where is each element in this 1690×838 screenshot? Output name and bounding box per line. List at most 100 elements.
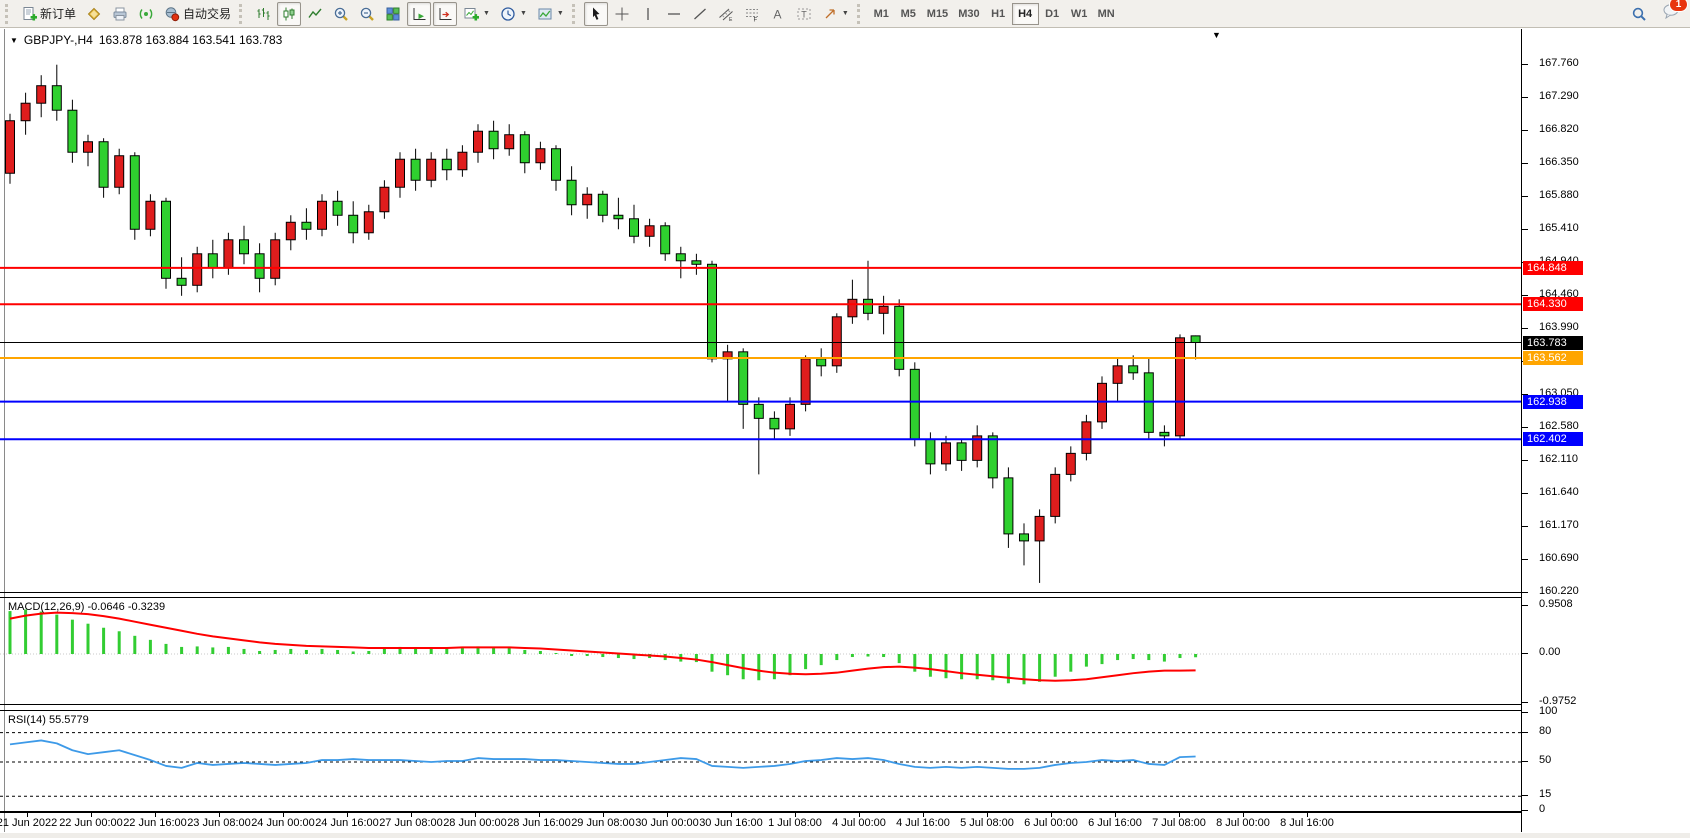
chart-window-button[interactable] — [82, 2, 106, 26]
templates-button[interactable]: ▼ — [533, 2, 568, 26]
clock-icon — [501, 6, 515, 21]
toolbar-grip[interactable] — [239, 3, 245, 24]
tile-windows-button[interactable] — [381, 2, 405, 26]
toolbar-grip[interactable] — [5, 3, 11, 24]
tab-timeframe-mn[interactable]: MN — [1093, 3, 1120, 25]
x-axis-tickmark — [923, 813, 924, 817]
x-axis-label: 1 Jul 08:00 — [768, 817, 822, 829]
y-axis-tick: 160.690 — [1539, 552, 1579, 564]
y-axis-tickmark — [1522, 163, 1528, 164]
y-axis-tick: 161.170 — [1539, 519, 1579, 531]
tab-timeframe-m5[interactable]: M5 — [895, 3, 922, 25]
x-axis-label: 23 Jun 08:00 — [187, 817, 251, 829]
x-axis-tickmark — [27, 813, 28, 817]
toolbar-grip[interactable] — [571, 3, 578, 24]
macd-axis-tickmark — [1522, 653, 1528, 654]
price-line-label: 163.783 — [1523, 335, 1583, 350]
x-axis-label: 4 Jul 16:00 — [896, 817, 950, 829]
tab-timeframe-w1[interactable]: W1 — [1066, 3, 1093, 25]
new-order-button[interactable]: 新订单 — [17, 2, 80, 26]
tab-timeframe-m1[interactable]: M1 — [868, 3, 895, 25]
y-axis-tick: 161.640 — [1539, 486, 1579, 498]
rsi-label: RSI(14) 55.5779 — [8, 714, 89, 726]
auto-trading-label: 自动交易 — [183, 7, 232, 21]
signals-button[interactable] — [134, 2, 158, 26]
text-label-button[interactable]: T — [792, 2, 816, 26]
chart-shift-icon — [439, 7, 452, 20]
fibonacci-button[interactable]: F — [740, 2, 764, 26]
search-button[interactable] — [1627, 2, 1651, 26]
candlestick-chart-button[interactable] — [277, 1, 302, 26]
x-axis-label: 21 Jun 2022 — [0, 817, 58, 829]
price-line-label: 162.402 — [1523, 432, 1583, 447]
x-axis-label: 8 Jul 00:00 — [1216, 817, 1270, 829]
trendline-button[interactable] — [688, 2, 712, 26]
toolbar: 新订单 — [0, 0, 1690, 28]
print-button[interactable] — [108, 2, 132, 26]
chart-legend: ▼ GBPJPY-,H4 163.878 163.884 163.541 163… — [10, 33, 282, 47]
printer-icon — [113, 7, 127, 20]
auto-scroll-icon — [413, 7, 426, 20]
chat-button[interactable]: 1 — [1662, 0, 1688, 24]
tab-timeframe-m30[interactable]: M30 — [953, 3, 984, 25]
tile-windows-icon — [386, 7, 400, 21]
x-axis-tickmark — [1115, 813, 1116, 817]
crosshair-button[interactable] — [610, 2, 634, 26]
equidistant-channel-button[interactable]: E — [714, 2, 738, 26]
auto-trading-button[interactable]: 自动交易 — [160, 2, 235, 26]
x-axis-tickmark — [1243, 813, 1244, 817]
horizontal-line-button[interactable] — [662, 2, 686, 26]
tab-timeframe-m15[interactable]: M15 — [922, 3, 953, 25]
chart-shift-marker-icon[interactable]: ▼ — [1212, 30, 1221, 40]
template-icon — [538, 8, 552, 19]
y-axis-tickmark — [1522, 196, 1528, 197]
symbol-dropdown-icon[interactable]: ▼ — [10, 35, 18, 45]
chart-ohlc-values: 163.878 163.884 163.541 163.783 — [98, 33, 283, 47]
auto-scroll-button[interactable] — [407, 1, 432, 26]
dropdown-caret-icon: ▼ — [556, 10, 564, 17]
rsi-pane[interactable] — [0, 710, 1521, 812]
vertical-line-button[interactable] — [636, 2, 660, 26]
signal-icon — [139, 8, 153, 19]
new-order-label: 新订单 — [40, 7, 77, 21]
crosshair-icon — [615, 7, 629, 20]
y-axis-tickmark — [1522, 64, 1528, 65]
rsi-axis-tick: 50 — [1539, 754, 1552, 766]
x-axis-tickmark — [539, 813, 540, 817]
x-axis-tickmark — [1051, 813, 1052, 817]
periodicity-button[interactable]: ▼ — [496, 2, 531, 26]
main-chart-pane[interactable] — [0, 29, 1521, 593]
zoom-in-button[interactable] — [329, 2, 353, 26]
bar-chart-button[interactable] — [251, 2, 275, 26]
new-chart-button[interactable]: ▼ — [459, 2, 494, 26]
line-chart-button[interactable] — [303, 2, 327, 26]
rsi-axis-tick: 0 — [1539, 803, 1546, 815]
tab-timeframe-h4[interactable]: H4 — [1011, 2, 1039, 25]
x-axis-label: 24 Jun 16:00 — [315, 817, 379, 829]
line-chart-icon — [308, 8, 322, 18]
time-axis[interactable]: 21 Jun 2022 22 Jun 00:00 22 Jun 16:00 23 Ju… — [0, 812, 1521, 833]
x-axis-label: 6 Jul 00:00 — [1024, 817, 1078, 829]
cursor-button[interactable] — [583, 1, 608, 26]
tab-timeframe-h1[interactable]: H1 — [985, 3, 1012, 25]
chart-shift-button[interactable] — [433, 1, 458, 26]
text-label-icon: T — [797, 8, 811, 19]
x-axis-label: 22 Jun 00:00 — [59, 817, 123, 829]
zoom-out-button[interactable] — [355, 2, 379, 26]
arrows-button[interactable]: ▼ — [818, 2, 853, 26]
text-button[interactable]: A — [766, 2, 790, 26]
tab-timeframe-d1[interactable]: D1 — [1039, 3, 1066, 25]
x-axis-tickmark — [987, 813, 988, 817]
y-axis-tick: 162.110 — [1539, 453, 1578, 465]
y-axis-tick: 162.580 — [1539, 420, 1579, 432]
macd-axis-tick: 0.00 — [1539, 646, 1561, 658]
y-axis-tick: 166.820 — [1539, 123, 1579, 135]
price-axis[interactable]: 167.760 167.290 166.820 166.350 165.880 165.4… — [1522, 29, 1690, 832]
notification-badge: 1 — [1669, 0, 1688, 12]
bottom-strip — [0, 833, 1690, 838]
gold-diamond-icon — [87, 7, 101, 20]
rsi-axis-tickmark — [1522, 731, 1528, 733]
macd-pane[interactable] — [0, 597, 1521, 705]
toolbar-grip[interactable] — [856, 3, 863, 24]
macd-axis-tickmark — [1522, 604, 1528, 606]
